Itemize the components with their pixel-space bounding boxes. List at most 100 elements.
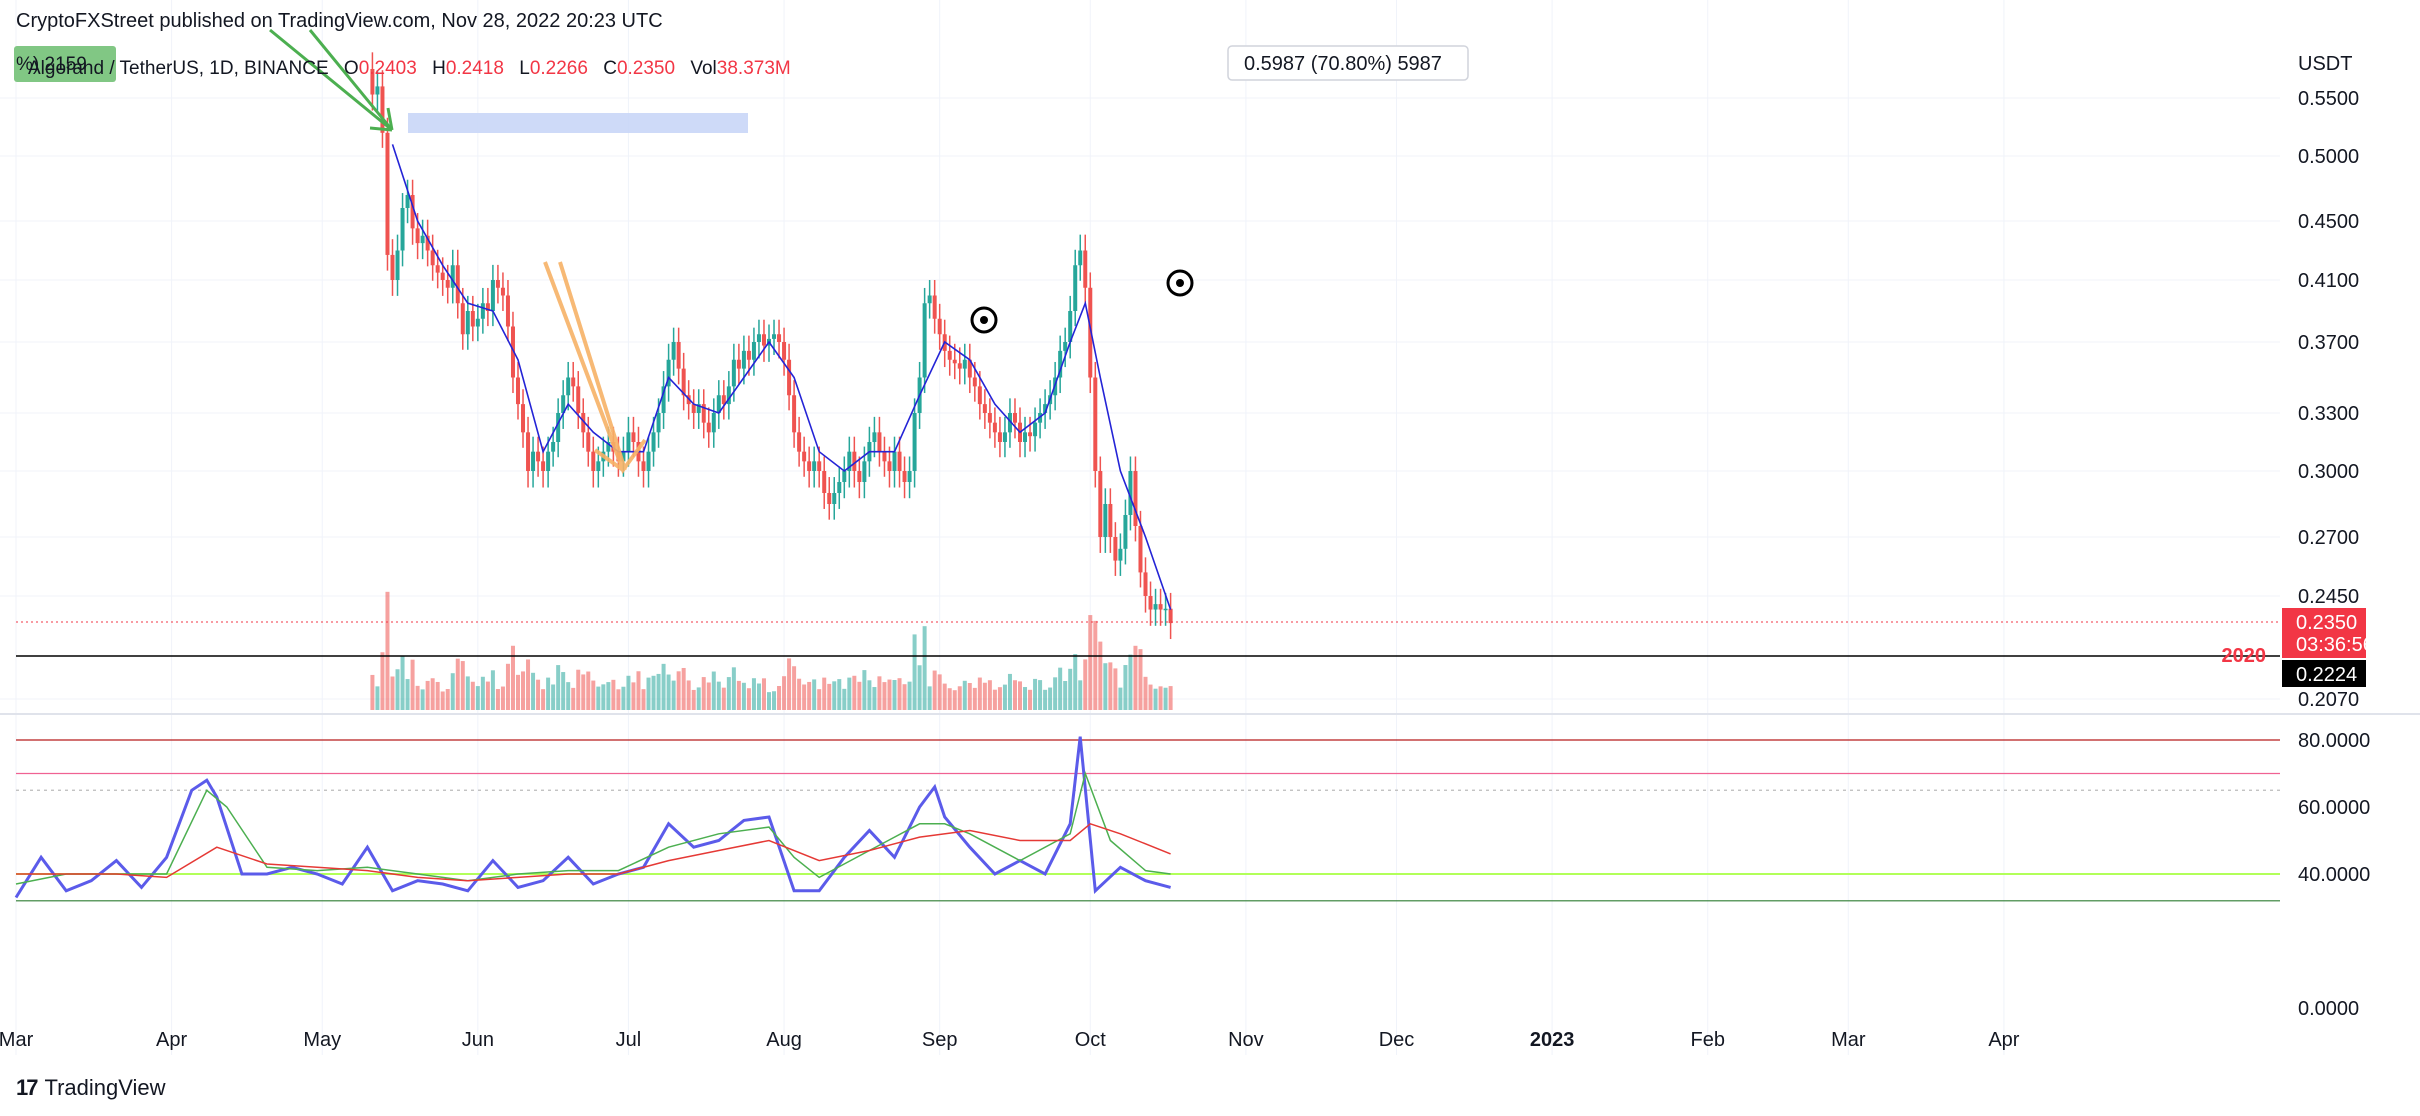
- candle-body: [546, 451, 551, 471]
- volume-bar: [691, 689, 696, 710]
- volume-bar: [756, 683, 761, 710]
- candle-body: [1158, 604, 1163, 610]
- candle-body: [495, 280, 500, 288]
- volume-bar: [681, 667, 686, 710]
- time-tick-label: Jun: [462, 1029, 494, 1051]
- footer-branding[interactable]: 17 TradingView: [16, 1075, 166, 1101]
- time-tick-label: Sep: [922, 1029, 958, 1051]
- volume-bar: [977, 677, 982, 710]
- volume-bar: [726, 677, 731, 710]
- volume-bar: [1108, 662, 1113, 710]
- candle-body: [977, 386, 982, 405]
- pivot-marker-august[interactable]: [970, 306, 998, 334]
- volume-bar: [495, 689, 500, 710]
- volume-bar: [636, 671, 641, 710]
- legend-low: 0.2266: [530, 58, 588, 79]
- pivot-marker-september[interactable]: [1166, 269, 1194, 297]
- volume-bar: [631, 682, 636, 710]
- volume-bar: [1033, 678, 1038, 710]
- candle-body: [882, 451, 887, 462]
- candle-body: [385, 132, 390, 255]
- candle-body: [1007, 413, 1012, 433]
- candle-body: [1098, 471, 1103, 537]
- measure-box[interactable]: 0.5987 (70.80%) 5987: [1227, 45, 1469, 81]
- volume-bar: [937, 674, 942, 710]
- volume-bar: [1163, 687, 1168, 710]
- volume-bar: [1028, 689, 1033, 710]
- volume-bar: [701, 677, 706, 710]
- volume-bar: [957, 686, 962, 710]
- volume-bar: [947, 688, 952, 710]
- candle-body: [651, 432, 656, 452]
- price-axis[interactable]: 0.5500 0.5000 0.4500 0.4100 0.3700 0.3300 0.30…: [2298, 88, 2359, 711]
- volume-bar: [1058, 667, 1063, 710]
- candle-body: [711, 413, 716, 433]
- orange-arrow-drawing[interactable]: [543, 261, 647, 475]
- volume-bar: [852, 675, 857, 710]
- volume-bar: [581, 674, 586, 710]
- volume-bar: [887, 679, 892, 710]
- candle-body: [932, 295, 937, 319]
- time-tick-label: Apr: [156, 1029, 187, 1051]
- candle-body: [1153, 604, 1158, 610]
- candle-body: [531, 451, 536, 471]
- volume-bar: [676, 671, 681, 710]
- candle-body: [962, 359, 967, 369]
- grid-lines: [0, 0, 2280, 1055]
- candle-body: [982, 404, 987, 413]
- green-arrow-drawing[interactable]: [269, 28, 394, 132]
- volume-bar: [1123, 665, 1128, 710]
- candle-body: [812, 461, 817, 471]
- candle-body: [415, 228, 420, 244]
- volume-bar: [651, 675, 656, 710]
- candle-body: [425, 235, 430, 251]
- price-tick-label: 0.2070: [2298, 689, 2359, 711]
- candle-body: [887, 461, 892, 471]
- volume-bar: [917, 665, 922, 710]
- candle-body: [1093, 377, 1098, 471]
- volume-bar: [696, 687, 701, 710]
- candle-body: [671, 342, 676, 360]
- price-tick-label: 0.4100: [2298, 270, 2359, 292]
- candle-body: [1023, 432, 1028, 442]
- candle-body: [375, 86, 380, 95]
- candle-body: [1063, 342, 1068, 351]
- candle-body: [997, 432, 1002, 442]
- volume-bar: [1093, 620, 1098, 710]
- volume-bar: [475, 686, 480, 710]
- volume-bar: [1118, 687, 1123, 710]
- candle-body: [706, 422, 711, 433]
- candle-body: [505, 295, 510, 327]
- candle-body: [837, 482, 842, 493]
- volume-bar: [802, 684, 807, 710]
- volume-bar: [390, 676, 395, 710]
- price-tick-label: 0.3700: [2298, 332, 2359, 354]
- volume-bar: [1128, 654, 1133, 710]
- rsi-pane: [14, 736, 2280, 902]
- volume-bar: [526, 659, 531, 710]
- support-price-tag: 0.2224: [2282, 660, 2366, 687]
- volume-bar: [641, 689, 646, 710]
- candle-body: [561, 395, 566, 413]
- volume-bar: [751, 678, 756, 710]
- price-tick-label: 0.5000: [2298, 146, 2359, 168]
- volume-bar: [1153, 688, 1158, 710]
- rsi-axis[interactable]: 80.0000 60.0000 40.0000 0.0000: [2298, 730, 2370, 1020]
- volume-bar: [666, 674, 671, 710]
- price-tick-label: 0.2450: [2298, 586, 2359, 608]
- candle-body: [892, 451, 897, 471]
- candle-body: [1148, 596, 1153, 610]
- candle-body: [947, 350, 952, 360]
- candle-body: [1033, 422, 1038, 437]
- candle-body: [510, 326, 515, 378]
- volume-bar: [1078, 680, 1083, 710]
- volume-bar: [777, 686, 782, 710]
- volume-bar: [812, 679, 817, 710]
- legend-badge-text: %) 2159: [16, 54, 87, 75]
- time-axis[interactable]: Mar Apr May Jun Jul Aug Sep Oct Nov Dec 2023 Feb Mar…: [0, 1029, 2020, 1051]
- volume-bar: [375, 686, 380, 710]
- highlight-box[interactable]: [408, 113, 748, 133]
- volume-bar: [892, 680, 897, 710]
- volume-bar: [1113, 668, 1118, 710]
